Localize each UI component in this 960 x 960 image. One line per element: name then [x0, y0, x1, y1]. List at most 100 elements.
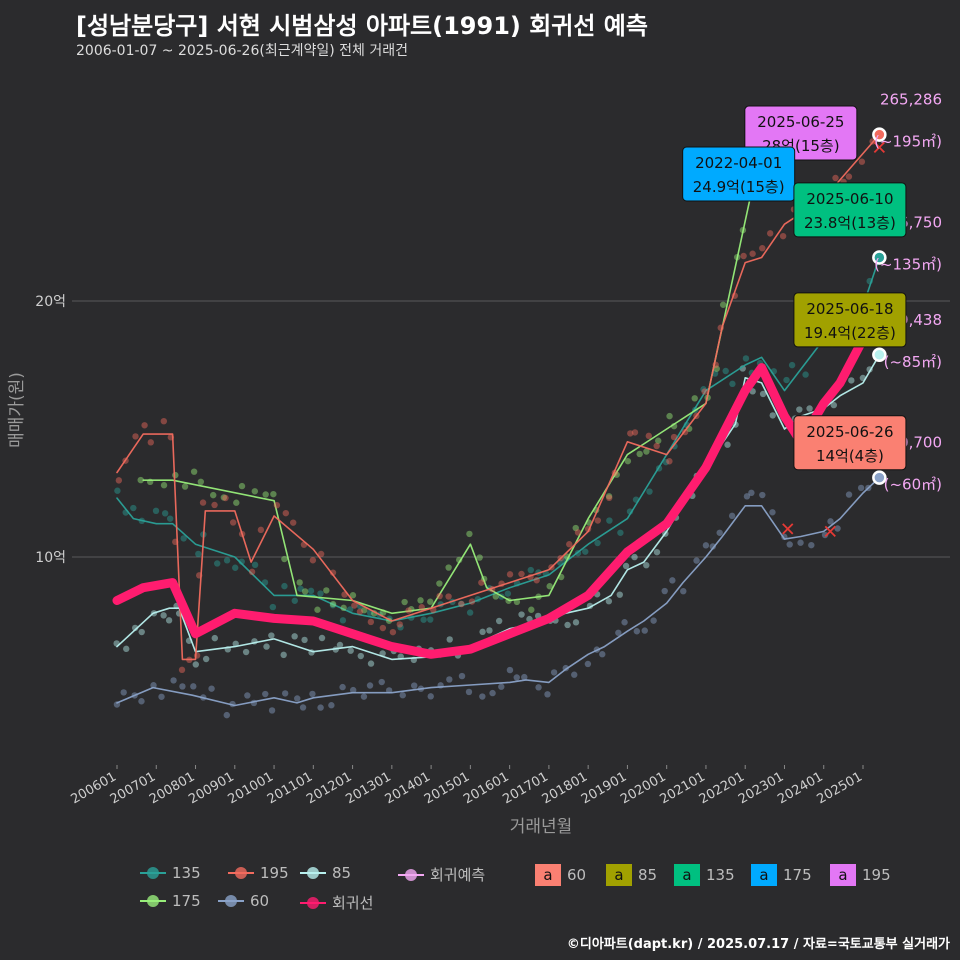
scatter-point-175	[281, 555, 288, 563]
scatter-point-195	[845, 173, 853, 180]
scatter-point-195	[356, 608, 364, 615]
scatter-point-60	[513, 674, 520, 681]
cross-marker	[824, 525, 836, 538]
scatter-point-135	[617, 529, 624, 536]
scatter-point-135	[742, 355, 750, 362]
scatter-point-60	[786, 541, 793, 548]
scatter-point-175	[655, 437, 662, 444]
scatter-point-85	[347, 647, 354, 654]
legend-swatch	[398, 866, 424, 884]
scatter-point-195	[115, 477, 123, 484]
scatter-point-175	[636, 450, 643, 458]
legend-box-item-85: a 85	[606, 864, 657, 886]
legend-label: 175	[783, 866, 812, 884]
scatter-point-60	[728, 512, 736, 520]
scatter-point-195	[141, 422, 148, 429]
scatter-point-195	[396, 621, 403, 628]
legend-item-회귀예측: 회귀예측	[398, 864, 485, 885]
scatter-point-175	[314, 606, 321, 613]
scatter-point-175	[296, 579, 303, 586]
scatter-point-60	[150, 682, 157, 689]
forecast-area-85: (~85㎡)	[884, 353, 942, 371]
legend-item-60: 60	[218, 892, 269, 910]
scatter-point-195	[533, 577, 540, 584]
scatter-point-135	[504, 590, 512, 597]
scatter-point-195	[458, 600, 465, 608]
scatter-point-135	[281, 582, 288, 590]
scatter-point-175	[643, 448, 650, 455]
scatter-point-85	[769, 412, 776, 419]
scatter-point-60	[399, 692, 406, 699]
scatter-point-60	[465, 688, 473, 696]
legend-label: 85	[332, 864, 352, 882]
latest-label-price-85: 19.4억(22층)	[804, 324, 896, 342]
scatter-point-60	[827, 518, 834, 525]
scatter-point-195	[749, 250, 756, 257]
scatter-point-60	[716, 529, 723, 536]
scatter-point-60	[769, 509, 776, 516]
scatter-point-175	[181, 483, 189, 490]
scatter-point-195	[211, 501, 218, 509]
scatter-point-60	[411, 682, 418, 689]
scatter-point-60	[621, 619, 628, 626]
scatter-point-60	[834, 525, 841, 532]
latest-label-box-135	[793, 182, 907, 238]
scatter-point-60	[170, 677, 177, 684]
scatter-point-60	[244, 692, 251, 699]
scatter-point-135	[397, 624, 404, 631]
legend-label: 85	[638, 866, 658, 884]
legend-box-swatch: a	[751, 864, 777, 886]
forecast-value-195: 265,286	[880, 91, 942, 109]
scatter-point-135	[339, 617, 347, 624]
page-subtitle: 2006-01-07 ~ 2025-06-26(최근계약일) 전체 거래건	[76, 43, 408, 59]
scatter-point-60	[339, 683, 346, 691]
scatter-point-175	[528, 606, 535, 613]
scatter-point-85	[446, 636, 453, 643]
legend: 135 195 85 회귀예측 175 60 회귀선 a 60 a 85 a 135 a 175 a 195	[0, 860, 960, 920]
scatter-point-60	[506, 666, 514, 674]
legend-label: 60	[567, 866, 587, 884]
scatter-point-60	[446, 676, 453, 683]
scatter-point-60	[599, 651, 606, 658]
scatter-point-195	[594, 517, 601, 524]
scatter-point-195	[766, 230, 774, 237]
scatter-point-195	[282, 509, 290, 517]
scatter-point-60	[544, 691, 551, 698]
scatter-point-60	[661, 587, 668, 595]
chart-labels: 265,286(~195㎡)216,750(~135㎡)179,438(~85㎡…	[682, 91, 942, 494]
scatter-point-195	[653, 442, 660, 450]
scatter-point-195	[248, 568, 256, 576]
scatter-point-60	[615, 629, 622, 636]
latest-label-60: 2025-06-26 14억(4층)	[793, 415, 907, 471]
scatter-point-60	[179, 683, 186, 690]
scatter-point-60	[845, 491, 853, 498]
scatter-point-175	[262, 491, 269, 498]
scatter-point-175	[349, 592, 357, 599]
scatter-point-135	[466, 609, 474, 616]
scatter-point-60	[309, 690, 316, 698]
scatter-point-60	[328, 702, 335, 709]
scatter-point-135	[527, 566, 535, 574]
scatter-point-195	[740, 252, 747, 260]
scatter-point-85	[479, 628, 486, 636]
scatter-point-60	[748, 489, 755, 497]
source-caption: ©디아파트(dapt.kr) / 2025.07.17 / 자료=국토교통부 실…	[566, 937, 950, 952]
scatter-point-195	[257, 526, 265, 534]
scatter-point-195	[701, 388, 708, 395]
scatter-point-195	[468, 598, 476, 605]
scatter-point-60	[857, 484, 865, 492]
scatter-point-85	[643, 562, 650, 569]
scatter-point-175	[251, 488, 259, 495]
scatter-point-175	[436, 580, 443, 587]
legend-box-item-60: a 60	[535, 864, 586, 886]
scatter-point-85	[138, 628, 145, 636]
scatter-point-175	[238, 482, 246, 490]
scatter-point-60	[158, 693, 165, 700]
scatter-point-85	[653, 548, 661, 556]
forecast-point-60	[872, 470, 887, 485]
legend-label: 회귀선	[332, 894, 374, 912]
legend-box-item-195: a 195	[830, 864, 891, 886]
scatter-point-175	[417, 597, 424, 604]
scatter-point-135	[223, 557, 231, 564]
scatter-point-85	[631, 553, 638, 561]
